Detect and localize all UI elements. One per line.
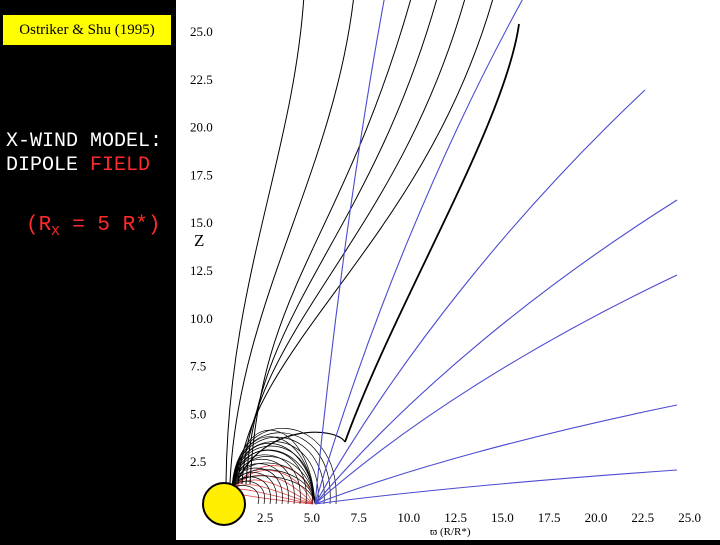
- x-tick-label: 2.5: [257, 510, 273, 525]
- y-axis-label: Z: [194, 231, 204, 250]
- x-axis-label: ϖ (R/R*): [430, 526, 471, 538]
- open-field-line: [241, 0, 466, 485]
- title-word-field: FIELD: [90, 154, 151, 177]
- open-field-line: [249, 0, 412, 485]
- x-tick-label: 5.0: [304, 510, 320, 525]
- x-tick-labels: 2.5 5.0 7.5 10.0 12.5 15.0 17.5 20.0 22.5 25.0: [257, 510, 701, 525]
- star-disk: [202, 482, 246, 526]
- diagram-svg: 25.0 22.5 20.0 17.5 15.0 12.5 10.0 7.5 5.0 2.5 2.…: [176, 0, 720, 540]
- open-wind-line: [314, 274, 678, 505]
- open-wind-line: [314, 469, 678, 505]
- y-tick-label: 10.0: [190, 311, 213, 326]
- x-tick-label: 12.5: [444, 510, 467, 525]
- closed-field-line: [233, 429, 316, 505]
- open-field-line: [229, 0, 354, 484]
- title-line-1: X-WIND MODEL:: [6, 130, 163, 153]
- open-wind-line: [314, 199, 678, 505]
- diagram-background: [176, 0, 720, 540]
- field-line-diagram: 25.0 22.5 20.0 17.5 15.0 12.5 10.0 7.5 5.0 2.5 2.…: [176, 0, 720, 540]
- y-tick-label: 20.0: [190, 120, 213, 135]
- y-tick-label: 25.0: [190, 24, 213, 39]
- x-tick-label: 15.0: [491, 510, 514, 525]
- y-tick-label: 2.5: [190, 454, 206, 469]
- reference-label: Ostriker & Shu (1995): [2, 14, 172, 46]
- closed-field-line: [231, 441, 319, 505]
- closed-field-line: [231, 432, 331, 505]
- y-tick-label: 7.5: [190, 359, 206, 374]
- radius-equation: (RX = 5 R*): [26, 214, 161, 241]
- closed-field-line: [233, 443, 316, 505]
- x-tick-label: 25.0: [678, 510, 701, 525]
- open-wind-line: [314, 404, 678, 505]
- y-tick-label: 22.5: [190, 72, 213, 87]
- x-tick-label: 22.5: [631, 510, 654, 525]
- slide-title: X-WIND MODEL: DIPOLE FIELD: [6, 130, 162, 178]
- title-word-dipole: DIPOLE: [6, 154, 79, 177]
- y-tick-label: 17.5: [190, 167, 213, 182]
- y-tick-label: 5.0: [190, 406, 206, 421]
- separatrix-open-line: [344, 23, 520, 443]
- field-lines: [225, 0, 678, 505]
- open-wind-line: [314, 89, 646, 505]
- y-tick-labels: 25.0 22.5 20.0 17.5 15.0 12.5 10.0 7.5 5.0 2.5: [190, 24, 213, 469]
- x-tick-label: 17.5: [538, 510, 561, 525]
- open-wind-line: [314, 0, 523, 505]
- open-field-line: [225, 0, 305, 484]
- x-tick-label: 10.0: [397, 510, 420, 525]
- separatrix-loop: [237, 431, 346, 481]
- y-tick-label: 12.5: [190, 263, 213, 278]
- y-tick-label: 15.0: [190, 215, 213, 230]
- closed-field-line: [231, 428, 337, 505]
- x-tick-label: 7.5: [351, 510, 367, 525]
- open-wind-line: [314, 0, 385, 505]
- x-tick-label: 20.0: [585, 510, 608, 525]
- closed-field-line: [233, 436, 316, 505]
- open-field-line: [245, 0, 438, 485]
- closed-field-line: [231, 436, 325, 505]
